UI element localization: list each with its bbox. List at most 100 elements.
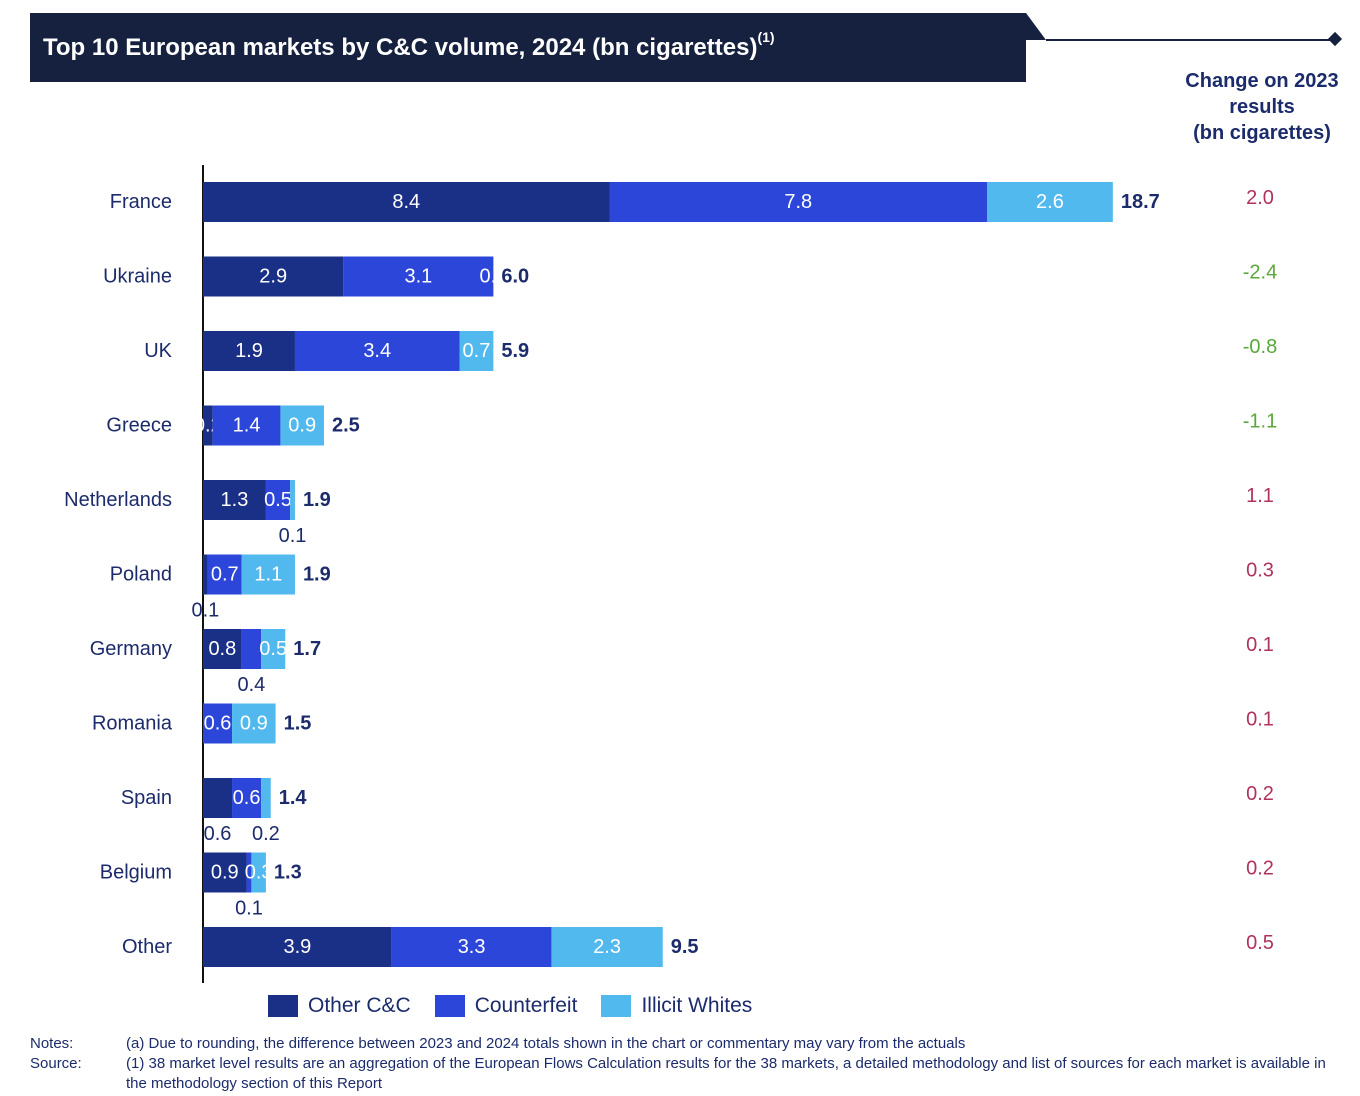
segment-label-germany-counterfeit: 0.4 bbox=[237, 674, 265, 696]
change-value-france: 2.0 bbox=[1246, 187, 1274, 209]
chart-legend: Other C&C Counterfeit Illicit Whites bbox=[268, 994, 752, 1018]
category-label-belgium: Belgium bbox=[100, 862, 172, 884]
bar-germany-illicit-whites bbox=[261, 629, 286, 669]
category-label-uk: UK bbox=[144, 340, 172, 362]
change-value-romania: 0.1 bbox=[1246, 709, 1274, 731]
bar-romania-illicit-whites bbox=[232, 703, 276, 744]
segment-label-other-illicit-whites: 2.3 bbox=[593, 936, 621, 958]
bar-uk-counterfeit bbox=[294, 331, 460, 371]
bar-poland-other-c-c bbox=[203, 554, 208, 595]
total-label-other: 9.5 bbox=[671, 936, 699, 958]
legend-item-other-cc: Other C&C bbox=[268, 994, 411, 1018]
segment-label-netherlands-counterfeit: 0.5 bbox=[264, 489, 292, 511]
segment-label-ukraine-illicit-whites: 0.0 bbox=[479, 266, 507, 288]
bar-netherlands-illicit-whites bbox=[290, 480, 295, 520]
bar-greece-other-c-c bbox=[203, 405, 213, 446]
category-label-greece: Greece bbox=[106, 415, 172, 437]
total-label-spain: 1.4 bbox=[279, 787, 308, 809]
bar-france-illicit-whites bbox=[987, 182, 1113, 222]
notes-row: Notes: (a) Due to rounding, the differen… bbox=[30, 1034, 1340, 1054]
bar-other-other-c-c bbox=[203, 927, 392, 967]
legend-item-counterfeit: Counterfeit bbox=[434, 994, 577, 1018]
segment-label-ukraine-other-c-c: 2.9 bbox=[259, 266, 287, 288]
category-label-spain: Spain bbox=[121, 787, 172, 809]
bar-germany-counterfeit bbox=[241, 629, 262, 669]
bar-chart: France 8.4 7.8 2.6 18.7 2.0 Ukraine 2.9 3.1 0.06.… bbox=[64, 13, 1343, 983]
segment-label-greece-illicit-whites: 0.9 bbox=[288, 415, 316, 437]
bar-belgium-illicit-whites bbox=[251, 852, 266, 893]
legend-swatch-other-cc bbox=[268, 995, 298, 1017]
change-value-belgium: 0.2 bbox=[1246, 858, 1274, 880]
segment-label-poland-other-c-c: 0.1 bbox=[192, 600, 220, 622]
change-value-germany: 0.1 bbox=[1246, 634, 1274, 656]
chart-title: Top 10 European markets by C&C volume, 2… bbox=[43, 29, 775, 61]
bar-poland-counterfeit bbox=[207, 554, 242, 595]
total-label-poland: 1.9 bbox=[303, 564, 331, 586]
total-label-netherlands: 1.9 bbox=[303, 489, 331, 511]
change-column-header: Change on 2023 results (bn cigarettes) bbox=[1185, 70, 1339, 144]
segment-label-romania-illicit-whites: 0.9 bbox=[240, 713, 268, 735]
segment-label-spain-illicit-whites: 0.2 bbox=[252, 823, 280, 845]
segment-label-other-counterfeit: 3.3 bbox=[458, 936, 486, 958]
segment-label-uk-counterfeit: 3.4 bbox=[363, 340, 391, 362]
change-value-greece: -1.1 bbox=[1243, 411, 1277, 433]
legend-swatch-counterfeit bbox=[434, 995, 465, 1017]
segment-label-france-other-c-c: 8.4 bbox=[392, 191, 420, 213]
title-bar: Top 10 European markets by C&C volume, 2… bbox=[30, 13, 1026, 82]
total-label-uk: 5.9 bbox=[501, 340, 529, 362]
segment-label-netherlands-other-c-c: 1.3 bbox=[221, 489, 249, 511]
total-label-romania: 1.5 bbox=[284, 713, 312, 735]
segment-label-germany-other-c-c: 0.8 bbox=[208, 638, 236, 660]
bar-poland-illicit-whites bbox=[241, 554, 295, 595]
legend-item-illicit-whites: Illicit Whites bbox=[601, 994, 752, 1018]
segment-label-ukraine-counterfeit: 3.1 bbox=[404, 266, 432, 288]
notes-section: Notes: (a) Due to rounding, the differen… bbox=[30, 1034, 1340, 1094]
notes-label: Notes: bbox=[30, 1035, 74, 1052]
bar-belgium-other-c-c bbox=[203, 852, 247, 893]
change-value-spain: 0.2 bbox=[1246, 783, 1274, 805]
bar-netherlands-counterfeit bbox=[265, 480, 291, 520]
bar-netherlands-other-c-c bbox=[203, 480, 266, 520]
total-label-belgium: 1.3 bbox=[274, 862, 302, 884]
segment-label-other-other-c-c: 3.9 bbox=[283, 936, 311, 958]
category-label-other: Other bbox=[122, 936, 172, 958]
bar-greece-illicit-whites bbox=[280, 405, 324, 446]
segment-label-belgium-illicit-whites: 0.3 bbox=[245, 862, 273, 884]
total-label-ukraine: 6.0 bbox=[501, 266, 529, 288]
bar-other-counterfeit bbox=[391, 927, 552, 967]
bar-spain-other-c-c bbox=[203, 778, 233, 818]
change-value-poland: 0.3 bbox=[1246, 560, 1274, 582]
notes-text: (a) Due to rounding, the difference betw… bbox=[126, 1035, 966, 1052]
total-label-greece: 2.5 bbox=[332, 415, 360, 437]
bar-uk-other-c-c bbox=[203, 331, 295, 371]
title-footnote-marker: (1) bbox=[757, 29, 775, 45]
bar-spain-illicit-whites bbox=[261, 778, 271, 818]
segment-label-france-counterfeit: 7.8 bbox=[784, 191, 812, 213]
bar-ukraine-counterfeit bbox=[343, 256, 494, 297]
change-value-netherlands: 1.1 bbox=[1246, 485, 1274, 507]
segment-label-poland-counterfeit: 0.7 bbox=[211, 564, 239, 586]
category-label-france: France bbox=[110, 191, 172, 213]
bar-other-illicit-whites bbox=[551, 927, 663, 967]
bar-france-other-c-c bbox=[203, 182, 610, 222]
bar-greece-counterfeit bbox=[212, 405, 281, 446]
segment-label-netherlands-illicit-whites: 0.1 bbox=[279, 525, 307, 547]
change-value-other: 0.5 bbox=[1246, 932, 1274, 954]
header-rule-notch bbox=[1026, 13, 1046, 40]
category-label-ukraine: Ukraine bbox=[103, 266, 172, 288]
segment-label-belgium-counterfeit: 0.1 bbox=[235, 898, 263, 920]
bar-romania-counterfeit bbox=[203, 703, 233, 744]
source-text: (1) 38 market level results are an aggre… bbox=[126, 1055, 1326, 1092]
segment-label-poland-illicit-whites: 1.1 bbox=[254, 564, 282, 586]
change-value-uk: -0.8 bbox=[1243, 336, 1277, 358]
segment-label-spain-counterfeit: 0.6 bbox=[233, 787, 261, 809]
bar-spain-counterfeit bbox=[232, 778, 262, 818]
segment-label-france-illicit-whites: 2.6 bbox=[1036, 191, 1064, 213]
segment-label-uk-other-c-c: 1.9 bbox=[235, 340, 263, 362]
segment-label-germany-illicit-whites: 0.5 bbox=[259, 638, 287, 660]
total-label-france: 18.7 bbox=[1121, 191, 1160, 213]
category-label-poland: Poland bbox=[110, 564, 172, 586]
source-row: Source: (1) 38 market level results are … bbox=[30, 1054, 1340, 1094]
change-value-ukraine: -2.4 bbox=[1243, 262, 1277, 284]
legend-swatch-illicit-whites bbox=[601, 995, 632, 1017]
